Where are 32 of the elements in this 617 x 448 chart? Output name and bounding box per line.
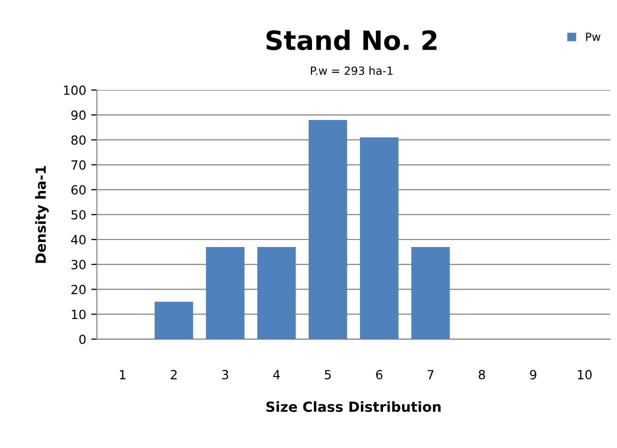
x-tick-label: 2 bbox=[170, 370, 177, 380]
bar bbox=[360, 137, 398, 340]
x-axis-title: Size Class Distribution bbox=[266, 401, 441, 412]
x-tick-label: 1 bbox=[120, 370, 126, 380]
x-tick-label: 8 bbox=[478, 370, 485, 380]
y-tick-label: 20 bbox=[71, 284, 86, 294]
y-tick-label: 50 bbox=[72, 210, 86, 220]
y-tick-label: 40 bbox=[71, 234, 86, 244]
x-tick-label: 6 bbox=[376, 370, 382, 380]
chart-title: Stand No. 2 bbox=[266, 30, 436, 50]
y-tick-label: 0 bbox=[79, 334, 86, 344]
x-tick-label: 10 bbox=[578, 370, 592, 380]
x-tick-label: 4 bbox=[273, 370, 280, 380]
y-tick-label: 80 bbox=[71, 135, 86, 145]
y-axis-title: Density ha-1 bbox=[35, 166, 49, 263]
y-tick-label: 90 bbox=[71, 110, 86, 120]
y-tick-label: 70 bbox=[72, 160, 86, 170]
bar bbox=[411, 246, 450, 340]
y-tick-label: 100 bbox=[64, 86, 86, 95]
bar bbox=[257, 246, 296, 340]
y-tick-label: 10 bbox=[72, 310, 86, 320]
x-tick-label: 3 bbox=[222, 370, 228, 380]
bar bbox=[206, 246, 244, 340]
bar bbox=[154, 302, 194, 340]
y-tick-label: 30 bbox=[72, 260, 86, 270]
x-tick-label: 9 bbox=[530, 370, 536, 380]
y-tick-label: 60 bbox=[71, 185, 86, 195]
bar bbox=[308, 120, 348, 340]
x-tick-label: 5 bbox=[324, 370, 331, 380]
legend-label: Pw bbox=[586, 32, 600, 41]
chart-subtitle: P.w = 293 ha-1 bbox=[310, 66, 392, 75]
x-tick-label: 7 bbox=[428, 370, 434, 380]
